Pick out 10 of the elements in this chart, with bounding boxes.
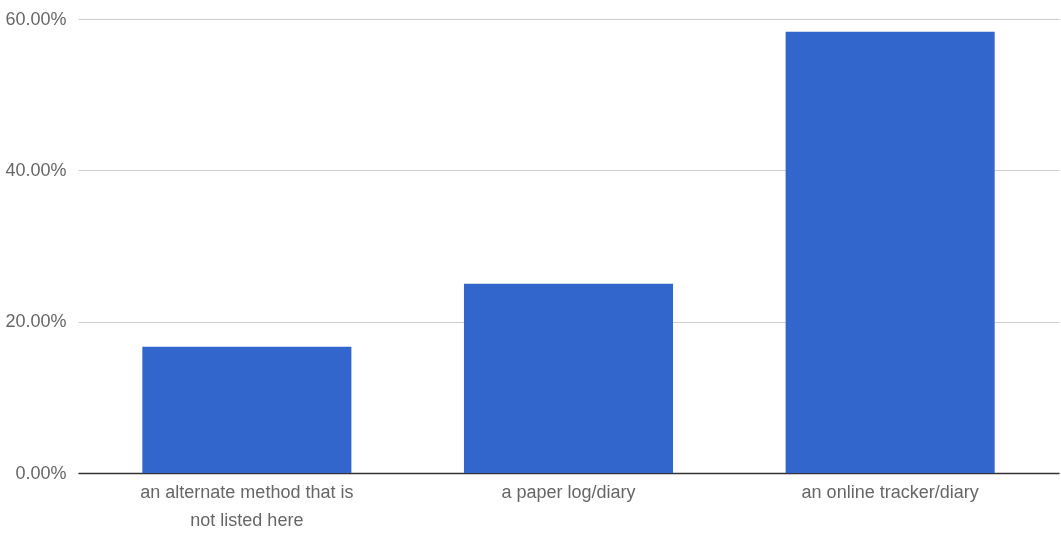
x-tick-label: an alternate method that is not listed here bbox=[140, 481, 354, 530]
bar bbox=[785, 31, 995, 473]
y-tick-label: 0.00% bbox=[15, 462, 67, 483]
x-tick-label: a paper log/diary bbox=[501, 481, 636, 502]
y-tick-label: 20.00% bbox=[5, 311, 67, 332]
y-tick-label: 40.00% bbox=[5, 159, 67, 180]
y-tick-label: 60.00% bbox=[5, 8, 67, 29]
bar bbox=[463, 283, 674, 473]
bar bbox=[142, 346, 352, 473]
x-tick-label: an online tracker/diary bbox=[801, 481, 979, 502]
